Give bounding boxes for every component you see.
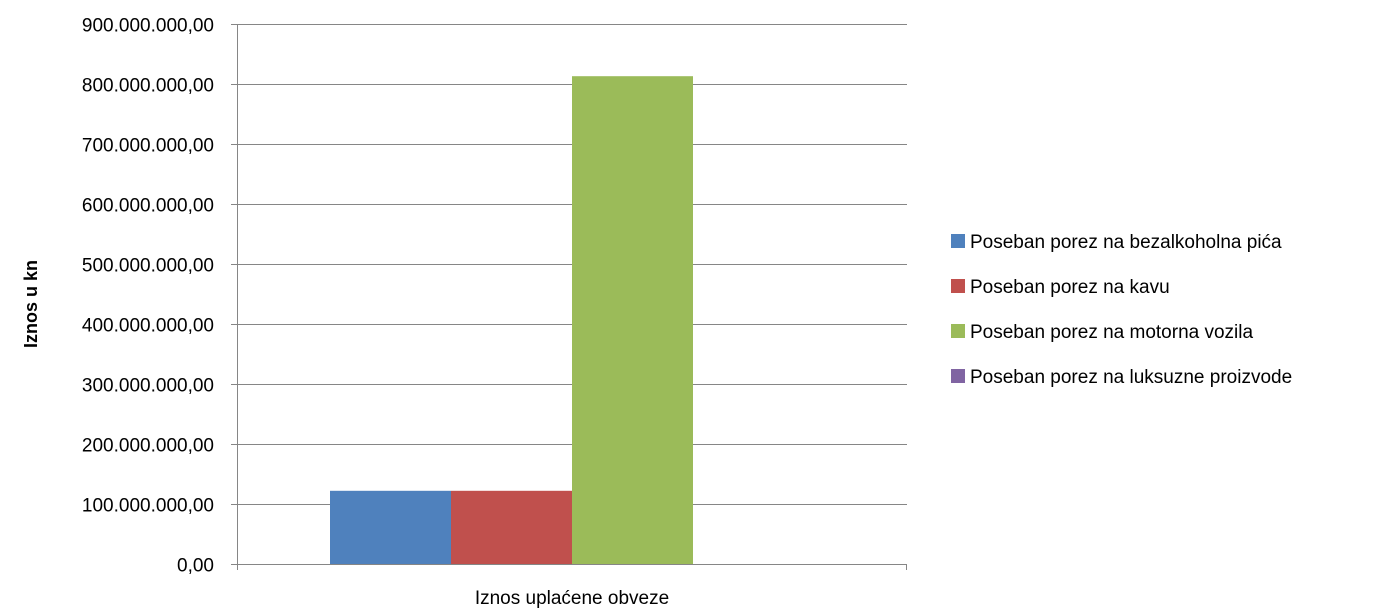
y-tick-label: 800.000.000,00	[82, 76, 214, 97]
y-tick-label: 0,00	[177, 556, 214, 577]
legend-item: Poseban porez na bezalkoholna pića	[951, 232, 1282, 253]
legend-swatch	[951, 234, 965, 248]
legend-label: Poseban porez na luksuzne proizvode	[970, 367, 1292, 388]
legend-label: Poseban porez na motorna vozila	[970, 322, 1253, 343]
legend-swatch	[951, 324, 965, 338]
axes	[231, 24, 907, 570]
bar-series-1	[330, 490, 451, 564]
legend-swatch	[951, 369, 965, 383]
legend-label: Poseban porez na kavu	[970, 277, 1170, 298]
y-tick-label: 300.000.000,00	[82, 376, 214, 397]
legend-swatch	[951, 279, 965, 293]
x-category-label: Iznos uplaćene obveze	[475, 588, 669, 609]
legend: Poseban porez na bezalkoholna pića Poseba…	[951, 232, 1292, 388]
y-tick-label: 500.000.000,00	[82, 256, 214, 277]
bar-series-2	[451, 490, 572, 564]
category-labels: Iznos uplaćene obveze	[475, 588, 669, 609]
y-tick-label: 200.000.000,00	[82, 436, 214, 457]
legend-label: Poseban porez na bezalkoholna pića	[970, 232, 1282, 253]
legend-item: Poseban porez na kavu	[951, 277, 1170, 298]
legend-item: Poseban porez na motorna vozila	[951, 322, 1253, 343]
legend-item: Poseban porez na luksuzne proizvode	[951, 367, 1292, 388]
y-tick-label: 700.000.000,00	[82, 136, 214, 157]
y-axis-title: Iznos u kn	[21, 260, 41, 348]
bar-series-3	[572, 76, 693, 564]
y-tick-label: 100.000.000,00	[82, 496, 214, 517]
y-tick-label: 600.000.000,00	[82, 196, 214, 217]
y-tick-labels: 0,00 100.000.000,00 200.000.000,00 300.000.…	[82, 16, 214, 577]
bars	[330, 76, 693, 564]
y-tick-label: 400.000.000,00	[82, 316, 214, 337]
y-tick-label: 900.000.000,00	[82, 16, 214, 37]
